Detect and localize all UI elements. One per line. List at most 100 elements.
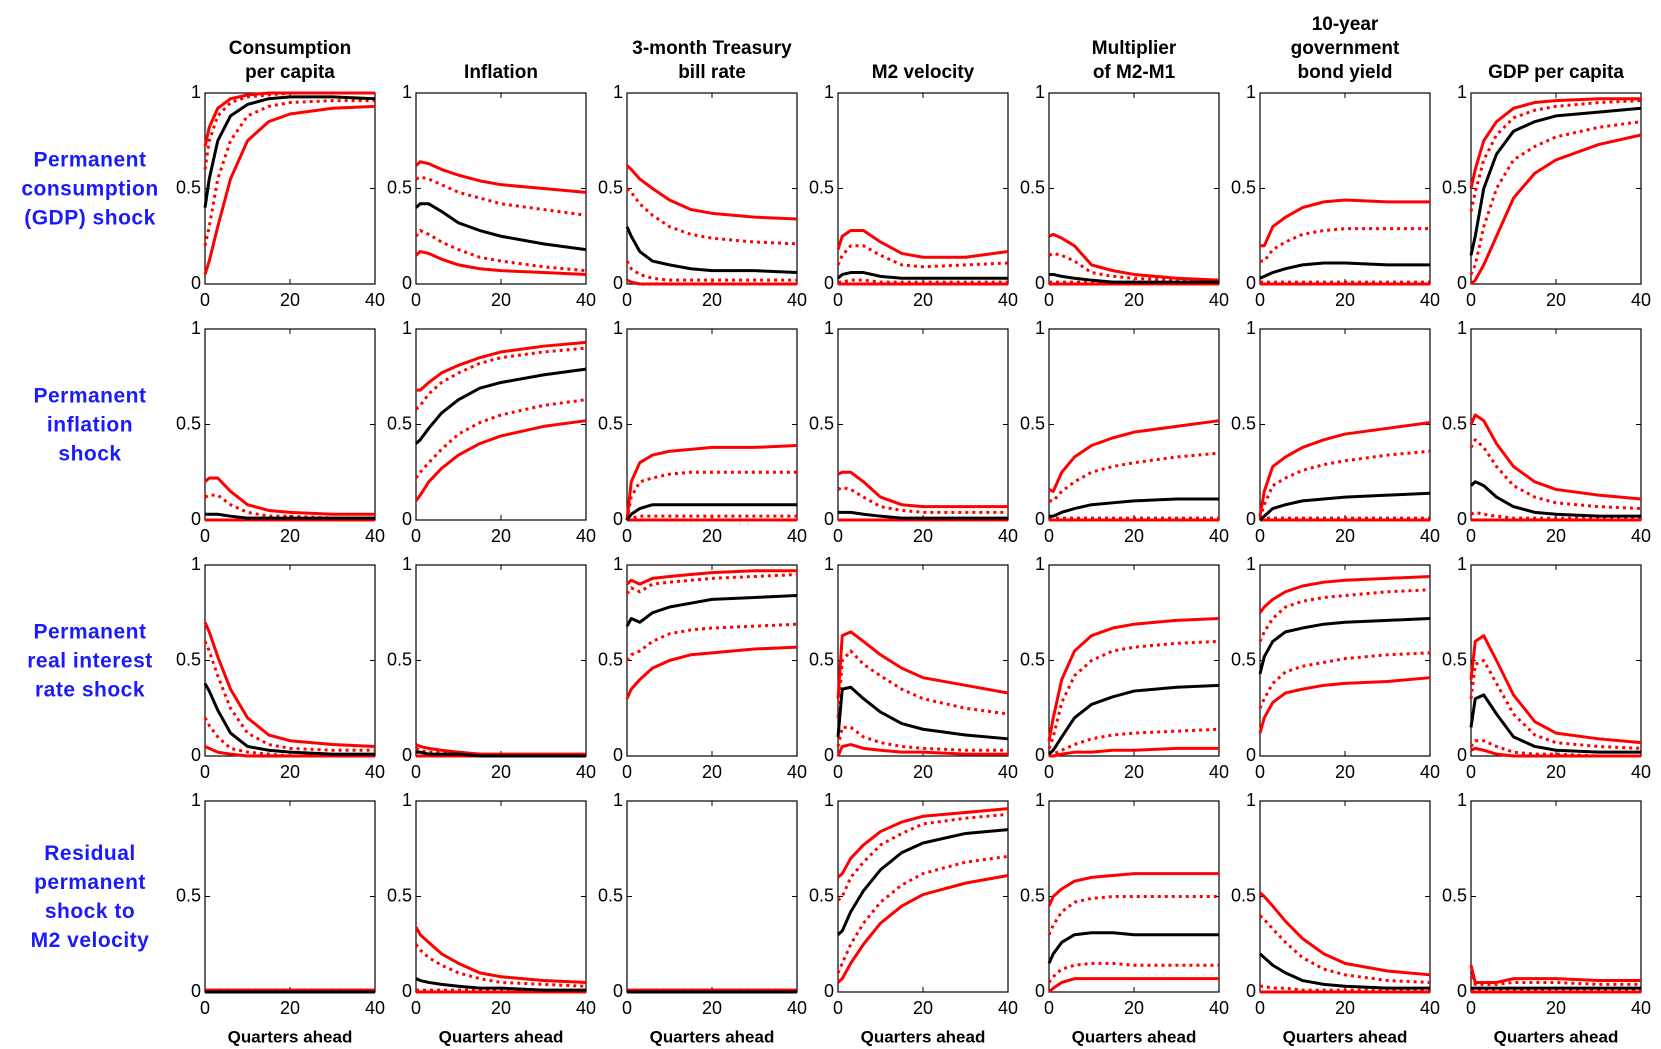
y-tick-label: 0 <box>1457 273 1467 293</box>
x-tick-label: 20 <box>1335 998 1355 1018</box>
series-line <box>1469 480 1641 518</box>
x-tick-label: 0 <box>833 762 843 782</box>
series-line <box>836 874 1009 984</box>
y-tick-label: 0.5 <box>1231 177 1256 197</box>
x-tick-label: 20 <box>1546 526 1566 546</box>
series-line <box>836 271 1008 280</box>
series-line <box>1469 693 1641 754</box>
x-tick-label: 0 <box>200 998 210 1018</box>
series-line <box>1048 232 1220 282</box>
series-line <box>836 244 1009 269</box>
x-tick-label: 0 <box>622 762 632 782</box>
series-line <box>203 621 376 748</box>
column-title: Consumption per capita <box>228 38 352 83</box>
y-tick-label: 1 <box>402 554 412 574</box>
x-tick-label: 40 <box>1631 762 1651 782</box>
series-line <box>1048 727 1220 758</box>
y-tick-label: 0.5 <box>1442 177 1467 197</box>
series-line <box>625 260 797 282</box>
y-tick-label: 1 <box>824 554 834 574</box>
series-line <box>1047 872 1219 907</box>
x-axis-label: Quarters ahead <box>1072 1027 1197 1046</box>
plot-frame <box>204 92 376 285</box>
plot-frame <box>1048 564 1220 757</box>
y-tick-label: 0 <box>402 273 412 293</box>
y-tick-label: 0 <box>824 981 834 1001</box>
y-tick-label: 1 <box>191 82 201 102</box>
y-tick-label: 0 <box>402 745 412 765</box>
x-tick-label: 20 <box>280 526 300 546</box>
x-tick-label: 40 <box>787 526 807 546</box>
series-line <box>625 187 798 246</box>
series-line <box>836 807 1009 879</box>
series-line <box>1258 891 1431 977</box>
x-tick-label: 20 <box>280 762 300 782</box>
series-line <box>415 977 586 992</box>
plot-frame <box>1259 92 1431 285</box>
x-tick-label: 0 <box>1466 526 1476 546</box>
series-line <box>625 594 798 627</box>
y-tick-label: 1 <box>1035 82 1045 102</box>
x-tick-label: 20 <box>913 762 933 782</box>
y-tick-label: 0.5 <box>809 649 834 669</box>
y-tick-label: 0 <box>613 981 623 1001</box>
x-tick-label: 40 <box>365 526 385 546</box>
series-line <box>625 573 798 595</box>
x-tick-label: 20 <box>491 998 511 1018</box>
series-line <box>203 99 375 247</box>
series-line <box>414 419 587 502</box>
x-tick-label: 20 <box>280 998 300 1018</box>
y-tick-label: 0.5 <box>1020 413 1045 433</box>
x-tick-label: 40 <box>1420 290 1440 310</box>
series-line <box>625 622 798 662</box>
x-tick-label: 0 <box>622 526 632 546</box>
x-tick-label: 40 <box>1420 762 1440 782</box>
series-line <box>836 229 1009 259</box>
row-label: Permanent inflation shock <box>33 384 147 465</box>
x-tick-label: 20 <box>1546 762 1566 782</box>
x-tick-label: 20 <box>1335 290 1355 310</box>
x-tick-label: 20 <box>1546 998 1566 1018</box>
y-tick-label: 1 <box>1246 82 1256 102</box>
y-tick-label: 0.5 <box>1020 885 1045 905</box>
series-line <box>836 854 1009 974</box>
series-line <box>1049 272 1219 284</box>
y-tick-label: 0.5 <box>1231 885 1256 905</box>
x-tick-label: 0 <box>622 998 632 1018</box>
series-line <box>836 828 1009 936</box>
series-line <box>415 743 586 756</box>
y-tick-label: 0.5 <box>809 177 834 197</box>
y-tick-label: 0.5 <box>598 885 623 905</box>
x-tick-label: 40 <box>787 290 807 310</box>
y-tick-label: 0.5 <box>387 885 412 905</box>
y-tick-label: 0.5 <box>809 413 834 433</box>
y-tick-label: 0.5 <box>598 177 623 197</box>
x-axis-label: Quarters ahead <box>228 1027 353 1046</box>
series-line <box>416 750 586 758</box>
series-line <box>1047 895 1219 936</box>
y-tick-label: 1 <box>824 790 834 810</box>
x-tick-label: 40 <box>787 998 807 1018</box>
x-tick-label: 0 <box>1044 762 1054 782</box>
plot-frame <box>1048 92 1220 285</box>
y-tick-label: 0.5 <box>1231 413 1256 433</box>
y-tick-label: 1 <box>1246 790 1256 810</box>
y-tick-label: 0.5 <box>809 885 834 905</box>
series-line <box>1258 421 1431 517</box>
y-tick-label: 1 <box>402 318 412 338</box>
series-line <box>836 685 1009 741</box>
y-tick-label: 1 <box>191 554 201 574</box>
series-line <box>1047 961 1219 984</box>
series-line <box>836 743 1008 757</box>
series-line <box>203 91 375 170</box>
series-line <box>414 250 587 276</box>
series-line <box>625 503 797 521</box>
x-tick-label: 20 <box>1124 998 1144 1018</box>
x-tick-label: 20 <box>913 526 933 546</box>
x-tick-label: 0 <box>1466 762 1476 782</box>
plot-frame <box>1470 800 1642 993</box>
y-tick-label: 0 <box>402 981 412 1001</box>
y-tick-label: 0 <box>613 273 623 293</box>
series-line <box>414 367 587 445</box>
x-tick-label: 0 <box>1255 762 1265 782</box>
